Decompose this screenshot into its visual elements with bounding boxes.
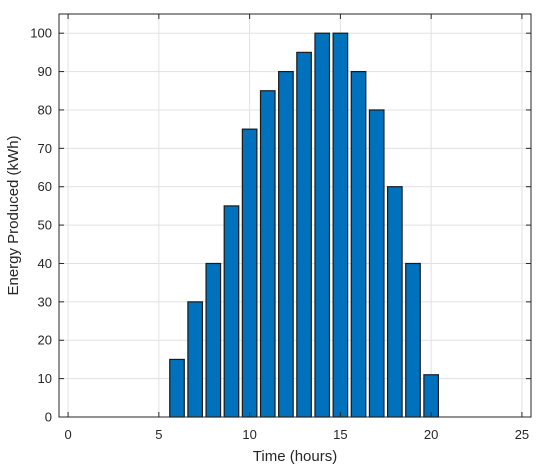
bar — [386, 186, 403, 418]
x-axis-label: Time (hours) — [253, 448, 337, 465]
grid — [59, 14, 531, 418]
bar — [205, 262, 222, 418]
y-tick-label: 90 — [38, 64, 52, 79]
bar — [223, 205, 240, 418]
y-tick-label: 30 — [38, 294, 52, 309]
bar — [187, 301, 204, 418]
plot-frame — [58, 13, 532, 418]
y-tick-label: 50 — [38, 218, 52, 233]
x-tick-labels: 0 5 10 15 20 25 — [64, 427, 529, 442]
bar — [332, 32, 349, 418]
tick-marks — [59, 14, 531, 418]
x-tick-label: 15 — [333, 427, 347, 442]
bar — [368, 109, 385, 418]
bar — [259, 90, 276, 418]
y-tick-label: 70 — [38, 141, 52, 156]
bar — [423, 374, 440, 418]
y-tick-label: 20 — [38, 333, 52, 348]
bar — [314, 32, 331, 418]
y-axis-label: Energy Produced (kWh) — [5, 135, 22, 295]
y-tick-labels: 0 10 20 30 40 50 60 70 80 90 100 — [30, 26, 52, 425]
x-tick-label: 20 — [424, 427, 438, 442]
x-tick-label: 0 — [64, 427, 71, 442]
bar — [278, 70, 294, 418]
bar — [169, 358, 185, 418]
x-tick-label: 10 — [242, 427, 256, 442]
x-tick-label: 5 — [155, 427, 162, 442]
y-tick-label: 10 — [38, 371, 52, 386]
bar — [296, 51, 312, 418]
y-tick-label: 100 — [30, 26, 52, 41]
bar — [405, 262, 421, 418]
y-tick-label: 80 — [38, 102, 52, 117]
y-tick-label: 40 — [38, 256, 52, 271]
x-tick-label: 25 — [515, 427, 529, 442]
bar — [350, 70, 367, 418]
bar — [241, 128, 258, 418]
y-tick-label: 0 — [45, 410, 52, 425]
y-tick-label: 60 — [38, 179, 52, 194]
